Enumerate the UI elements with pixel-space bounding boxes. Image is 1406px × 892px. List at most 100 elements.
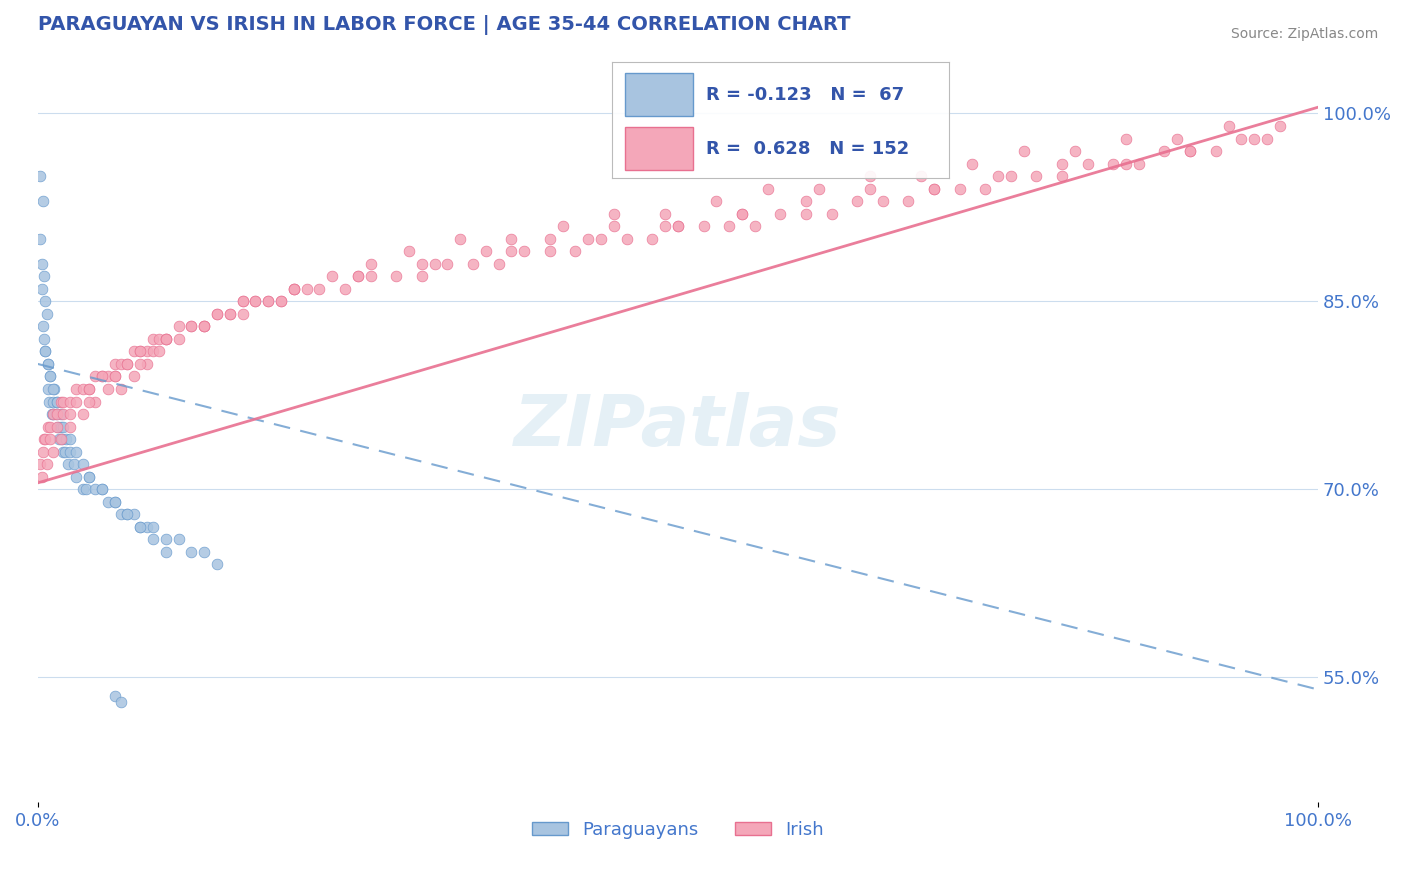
Point: [30, 169, 52, 183]
Point: [666, 219, 689, 234]
Point: [129, 520, 152, 534]
Point: [129, 520, 152, 534]
Point: [72, 382, 94, 396]
Point: [257, 294, 280, 309]
Point: [32, 432, 55, 446]
Point: [974, 181, 997, 195]
Point: [32, 332, 55, 346]
Point: [436, 257, 458, 271]
Point: [42, 382, 65, 396]
Point: [117, 357, 139, 371]
Point: [987, 169, 1010, 183]
Point: [155, 332, 177, 346]
Text: R = -0.123   N =  67: R = -0.123 N = 67: [706, 86, 904, 103]
Point: [949, 181, 972, 195]
Point: [110, 695, 132, 709]
Point: [167, 533, 190, 547]
Point: [232, 294, 254, 309]
Point: [37, 357, 59, 371]
Point: [1243, 131, 1265, 145]
Text: Source: ZipAtlas.com: Source: ZipAtlas.com: [1230, 27, 1378, 41]
Point: [576, 232, 599, 246]
Point: [962, 156, 984, 170]
Point: [346, 269, 368, 284]
Point: [769, 207, 792, 221]
Point: [603, 207, 626, 221]
Point: [245, 294, 267, 309]
Point: [84, 394, 107, 409]
Point: [283, 282, 305, 296]
Point: [807, 181, 830, 195]
Point: [205, 307, 228, 321]
Point: [135, 357, 157, 371]
Point: [1050, 169, 1073, 183]
Point: [1012, 144, 1035, 158]
Point: [910, 169, 932, 183]
Point: [117, 357, 139, 371]
Point: [31, 444, 53, 458]
Point: [49, 394, 72, 409]
Point: [34, 344, 56, 359]
Point: [37, 357, 59, 371]
Point: [167, 332, 190, 346]
Point: [142, 344, 165, 359]
Text: ZIPatlas: ZIPatlas: [515, 392, 842, 461]
Point: [37, 382, 59, 396]
Point: [90, 482, 112, 496]
Point: [38, 394, 60, 409]
Point: [641, 232, 664, 246]
Point: [46, 419, 69, 434]
Point: [110, 357, 132, 371]
Point: [1178, 144, 1201, 158]
Point: [155, 533, 177, 547]
Point: [45, 394, 67, 409]
Point: [39, 369, 62, 384]
Point: [49, 419, 72, 434]
Point: [42, 407, 65, 421]
Point: [77, 382, 100, 396]
Point: [42, 407, 65, 421]
Point: [321, 269, 343, 284]
Point: [97, 369, 120, 384]
Point: [53, 444, 76, 458]
Point: [30, 232, 52, 246]
Point: [103, 689, 125, 703]
Point: [1218, 119, 1240, 133]
Point: [193, 319, 215, 334]
Point: [692, 219, 714, 234]
Point: [718, 219, 741, 234]
Point: [488, 257, 510, 271]
Point: [35, 457, 58, 471]
Point: [1000, 169, 1022, 183]
Point: [859, 181, 882, 195]
Point: [155, 545, 177, 559]
Point: [122, 507, 145, 521]
Point: [52, 407, 75, 421]
Point: [148, 332, 170, 346]
Point: [52, 394, 75, 409]
Point: [538, 244, 561, 259]
Point: [564, 244, 586, 259]
Point: [75, 482, 97, 496]
Point: [77, 394, 100, 409]
Point: [39, 419, 62, 434]
Point: [872, 194, 894, 208]
Point: [756, 181, 779, 195]
Point: [148, 344, 170, 359]
Point: [1205, 144, 1227, 158]
Point: [1102, 156, 1125, 170]
Point: [59, 444, 82, 458]
Point: [180, 319, 202, 334]
Point: [616, 232, 638, 246]
Point: [103, 494, 125, 508]
Point: [42, 394, 65, 409]
Point: [135, 520, 157, 534]
Point: [654, 219, 676, 234]
Point: [501, 232, 523, 246]
Point: [39, 369, 62, 384]
Point: [654, 207, 676, 221]
Point: [744, 219, 766, 234]
Point: [35, 307, 58, 321]
Point: [360, 257, 382, 271]
Point: [31, 469, 53, 483]
